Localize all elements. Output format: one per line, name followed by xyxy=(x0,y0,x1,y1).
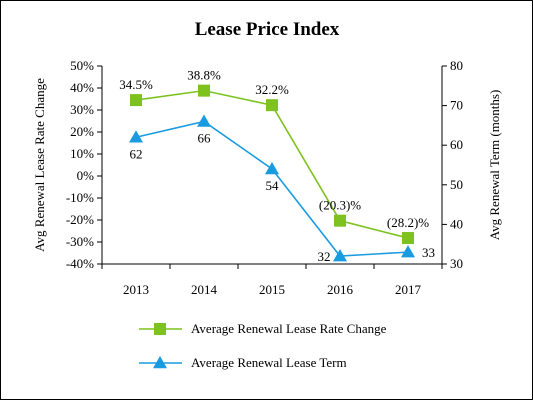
x-tick-label: 2017 xyxy=(395,282,422,297)
triangle-marker xyxy=(401,245,415,258)
triangle-marker xyxy=(197,114,211,127)
right-tick-label: 70 xyxy=(450,98,463,113)
x-tick-label: 2014 xyxy=(191,282,218,297)
left-tick-label: -40% xyxy=(66,256,94,271)
lease-term-data-label: 62 xyxy=(130,146,143,161)
left-tick-label: -20% xyxy=(66,212,94,227)
left-tick-label: 40% xyxy=(70,80,94,95)
square-marker xyxy=(266,99,278,112)
left-axis-title: Avg Renewal Lease Rate Change xyxy=(32,78,47,252)
square-marker xyxy=(402,232,414,245)
left-tick-label: -10% xyxy=(66,190,94,205)
lease-rate-data-label: 38.8% xyxy=(187,68,221,83)
chart-title: Lease Price Index xyxy=(195,19,340,40)
lease-term-data-label: 54 xyxy=(266,178,280,193)
right-tick-label: 30 xyxy=(450,256,463,271)
right-tick-label: 60 xyxy=(450,137,463,152)
left-tick-label: 50% xyxy=(70,58,94,73)
lease-rate-data-label: (20.3)% xyxy=(319,198,361,213)
left-tick-label: 10% xyxy=(70,146,94,161)
legend-label-1: Average Renewal Lease Rate Change xyxy=(191,321,387,336)
lease-term-data-label: 33 xyxy=(422,245,435,260)
legend: Average Renewal Lease Rate Change Average… xyxy=(139,321,387,370)
lease-rate-data-label: 32.2% xyxy=(255,82,289,97)
square-marker xyxy=(198,84,210,97)
lease-rate-data-label: 34.5% xyxy=(119,77,153,92)
right-tick-label: 40 xyxy=(450,216,463,231)
x-tick-label: 2016 xyxy=(327,282,354,297)
legend-label-2: Average Renewal Lease Term xyxy=(191,355,347,370)
square-marker xyxy=(334,214,346,227)
axes: -40% -30% -20% -10% 0% 10% 20% 30% 40% 50% 30 40 50 6… xyxy=(32,58,502,297)
right-axis-title: Avg Renewal Term (months) xyxy=(487,90,502,241)
square-marker xyxy=(130,94,142,107)
triangle-marker xyxy=(153,356,167,369)
triangle-marker xyxy=(333,249,347,262)
data-labels: 34.5% 38.8% 32.2% (20.3)% (28.2)% 62 66 54 32 33 xyxy=(119,68,435,264)
right-tick-label: 80 xyxy=(450,58,463,73)
lease-term-data-label: 32 xyxy=(318,249,331,264)
triangle-marker xyxy=(129,130,143,143)
right-tick-label: 50 xyxy=(450,177,463,192)
series xyxy=(129,84,415,262)
x-tick-label: 2013 xyxy=(123,282,149,297)
square-marker xyxy=(154,323,166,335)
left-tick-label: -30% xyxy=(66,234,94,249)
left-tick-label: 30% xyxy=(70,102,94,117)
triangle-marker xyxy=(265,161,279,175)
left-tick-label: 0% xyxy=(77,168,95,183)
left-tick-label: 20% xyxy=(70,124,94,139)
lease-rate-data-label: (28.2)% xyxy=(387,215,429,230)
lease-term-data-label: 66 xyxy=(198,130,212,145)
x-tick-label: 2015 xyxy=(259,282,285,297)
